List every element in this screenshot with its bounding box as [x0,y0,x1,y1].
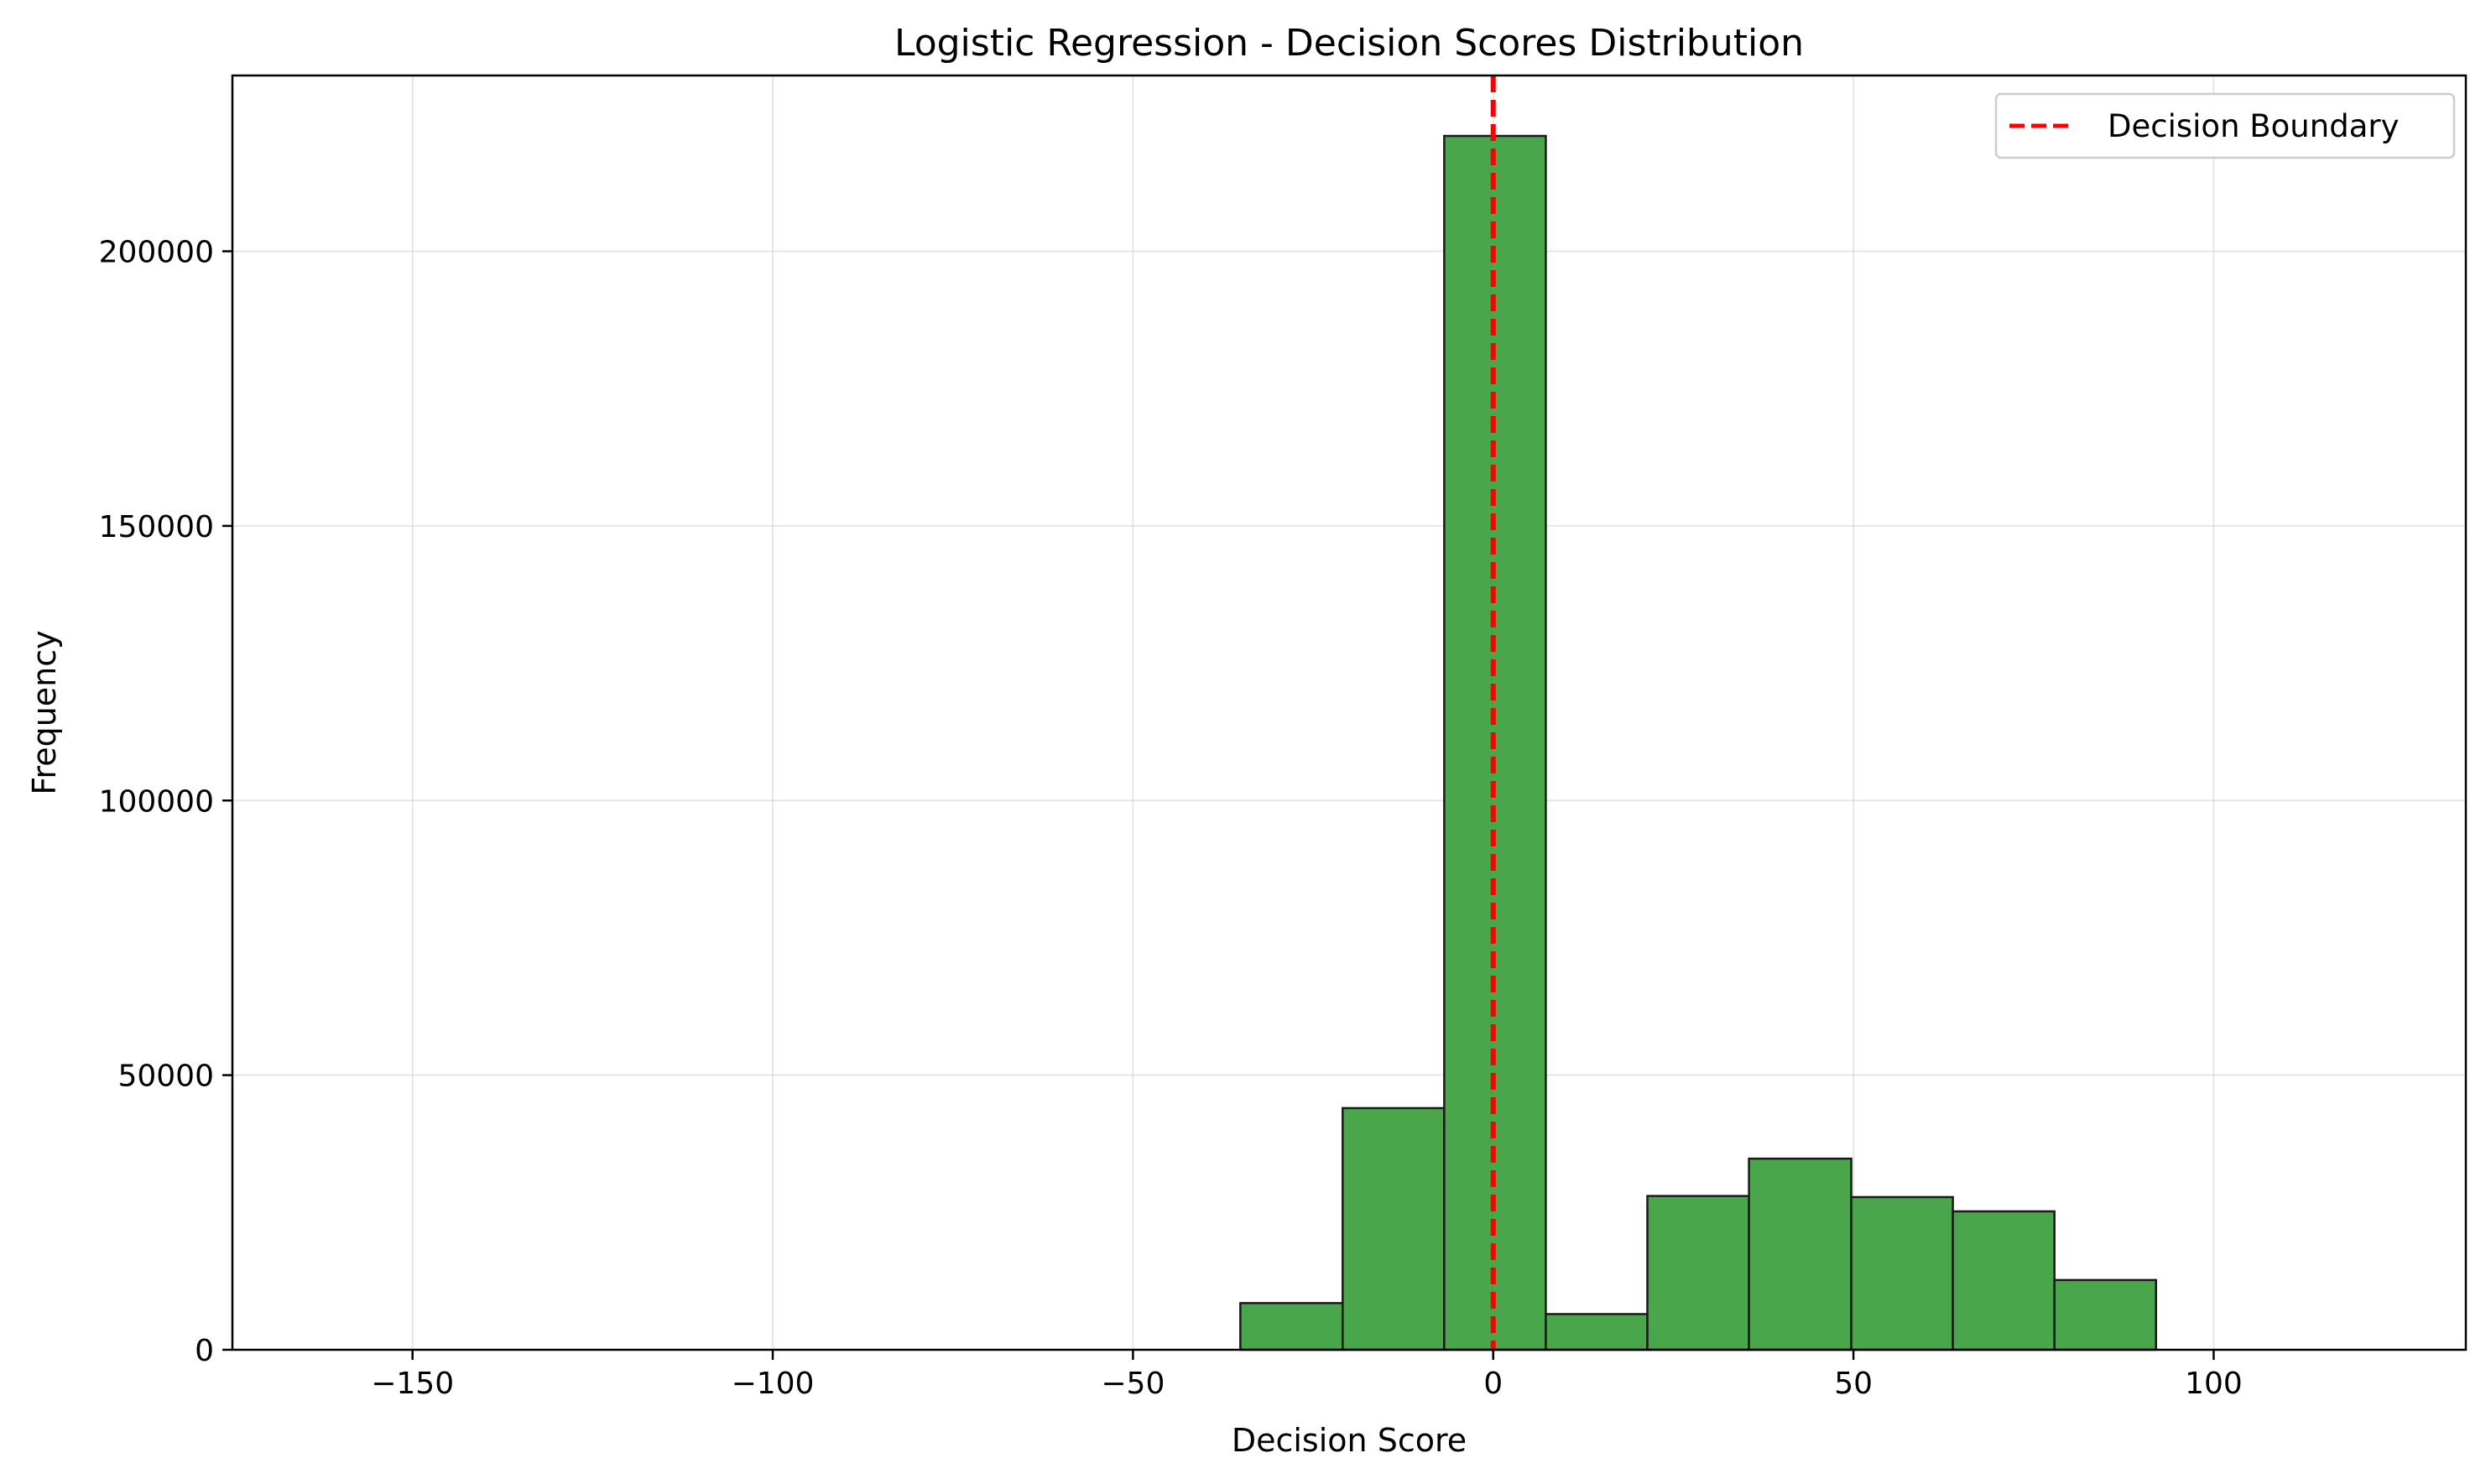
histogram-bar-9 [1239,1302,1344,1351]
histogram-bar-17 [2053,1278,2158,1351]
x-tick-label-3: 0 [1483,1367,1503,1401]
legend: Decision Boundary [1994,92,2456,159]
y-axis-label: Frequency [26,630,63,794]
y-tick-label-2: 100000 [99,784,214,819]
histogram-bar-14 [1748,1157,1853,1351]
histogram-bars [1239,134,2158,1351]
x-axis-ticks: −150 −100 −50 0 50 100 [371,1350,2243,1401]
histogram-bar-12 [1545,1313,1649,1351]
legend-box [1994,92,2456,159]
histogram-bar-13 [1646,1195,1750,1351]
y-tick-label-3: 150000 [99,510,214,544]
histogram-bar-10 [1342,1106,1446,1351]
legend-label-decision-boundary: Decision Boundary [2108,108,2399,144]
histogram-bar-15 [1850,1195,1954,1351]
y-axis-ticks: 0 50000 100000 150000 200000 [99,236,232,1368]
x-tick-label-5: 100 [2185,1367,2243,1401]
histogram-bar-16 [1952,1210,2056,1351]
y-tick-label-1: 50000 [117,1060,214,1094]
chart-title: Logistic Regression - Decision Scores Di… [894,22,1804,65]
x-tick-label-2: −50 [1101,1367,1165,1401]
y-tick-label-0: 0 [195,1334,214,1368]
x-axis-label: Decision Score [1232,1422,1467,1459]
x-tick-label-4: 50 [1834,1367,1873,1401]
plot-frame [231,74,2468,1351]
y-tick-label-4: 200000 [99,236,214,270]
x-tick-label-1: −100 [732,1367,815,1401]
x-tick-label-0: −150 [371,1367,454,1401]
